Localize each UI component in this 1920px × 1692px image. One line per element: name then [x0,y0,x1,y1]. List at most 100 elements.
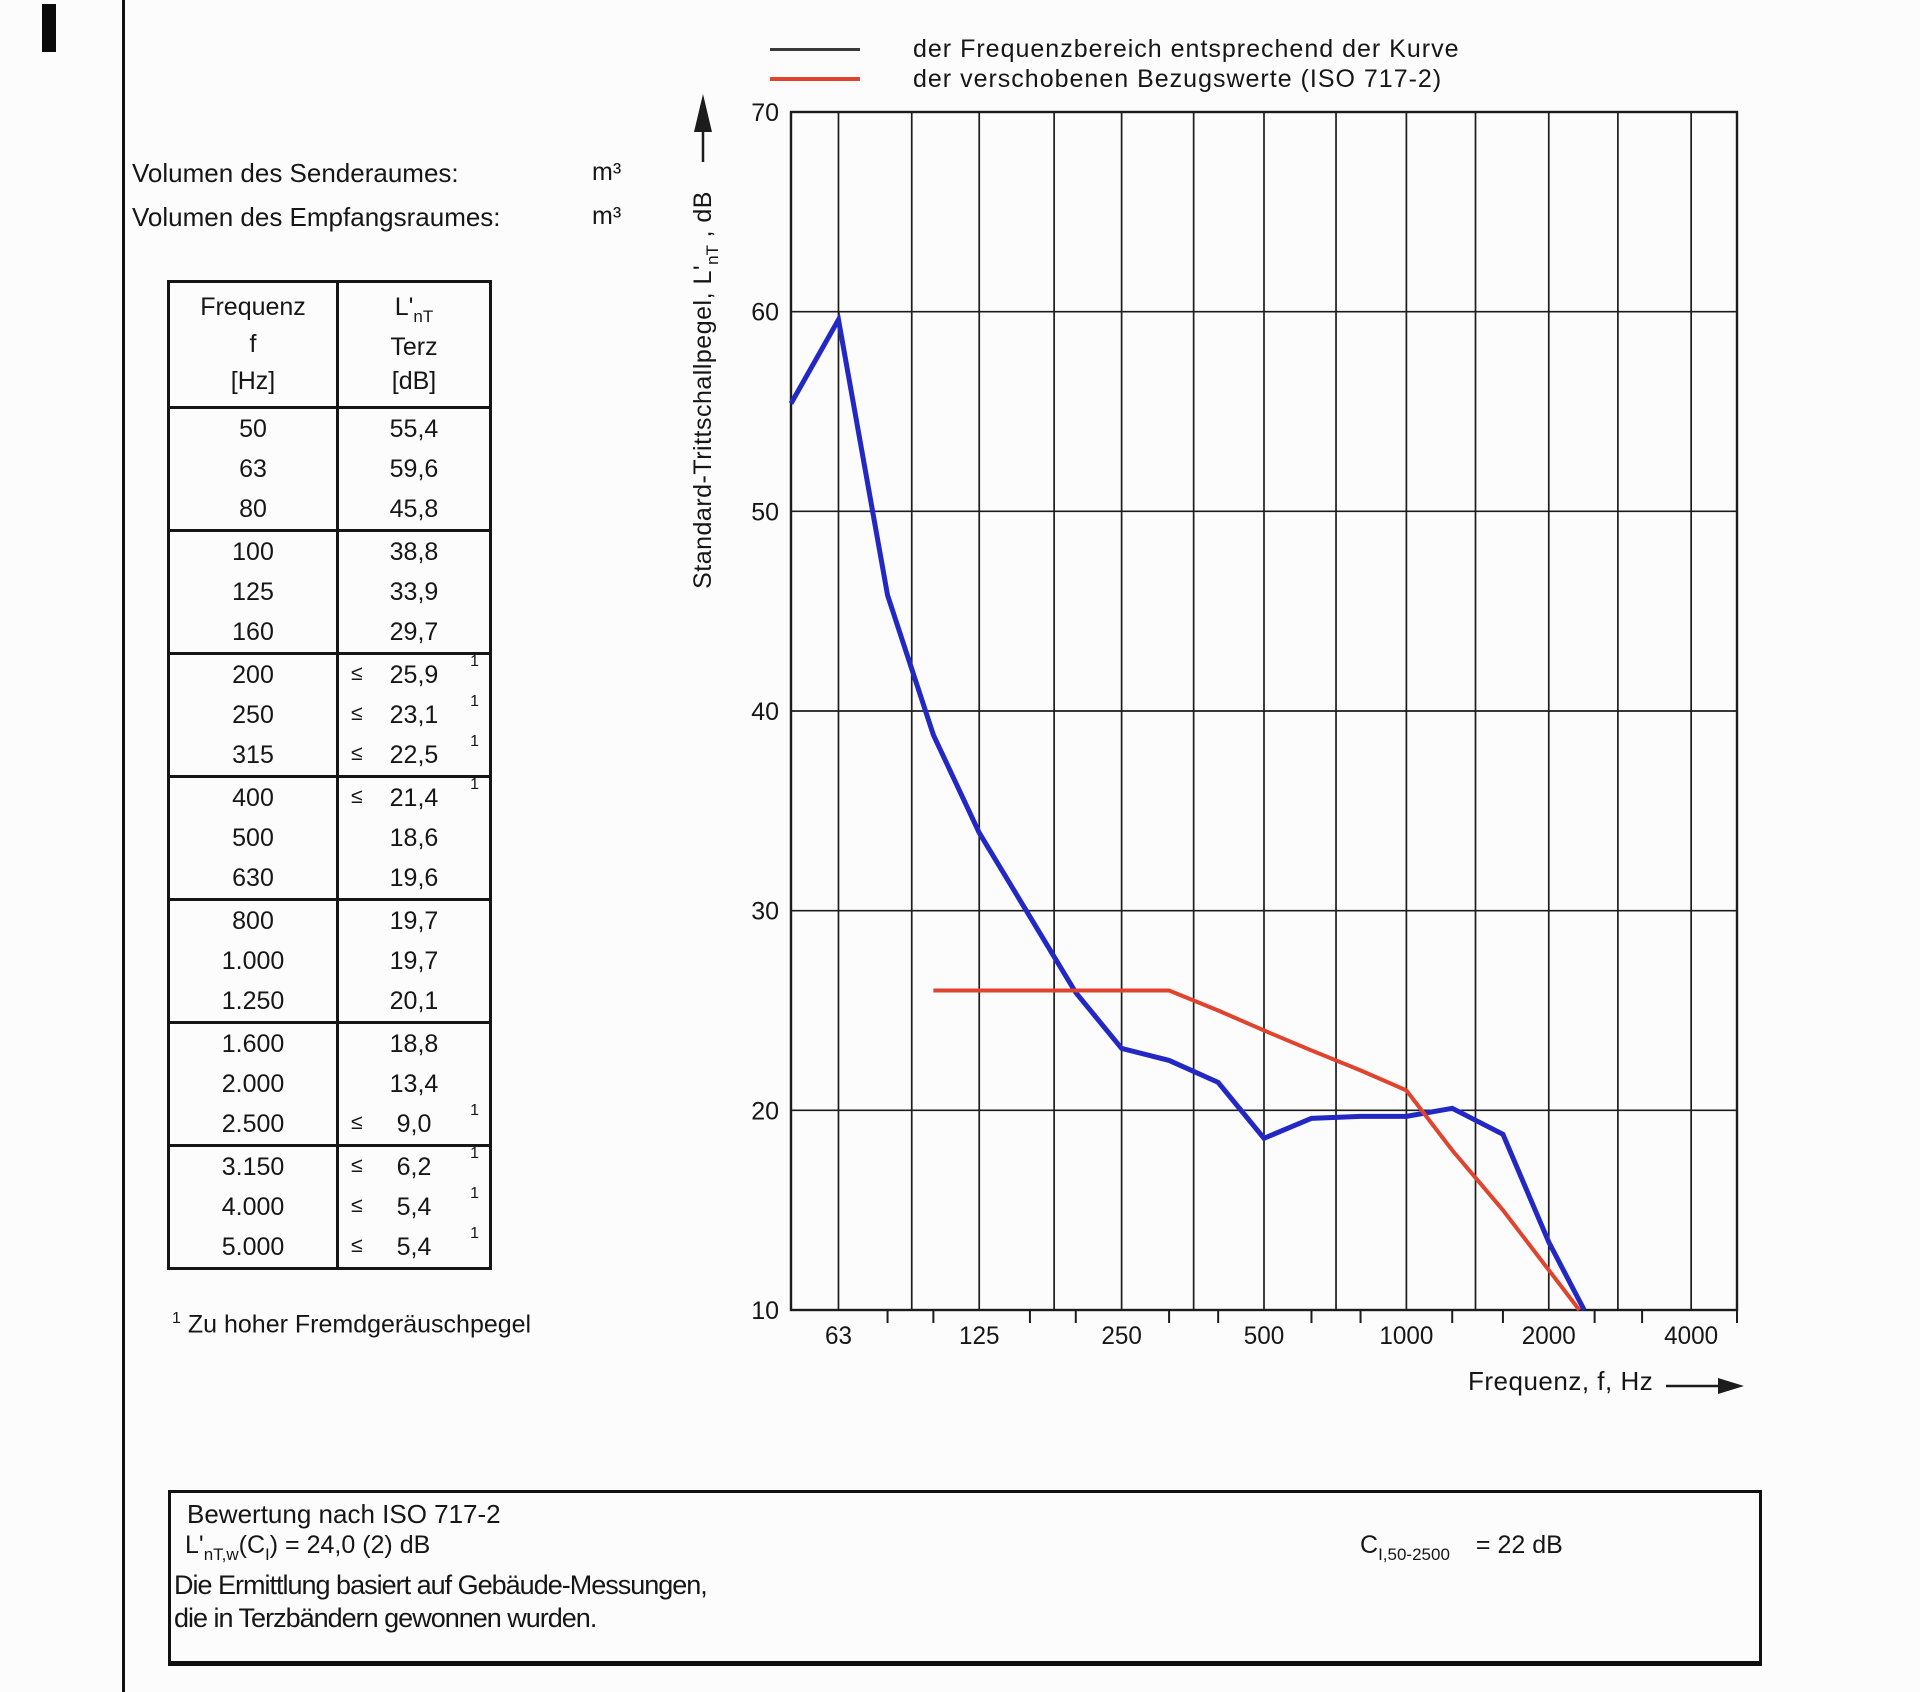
svg-text:63: 63 [825,1322,852,1350]
frequency-cell: 125 [168,572,339,612]
less-equal-sign: ≤ [351,742,363,766]
table-row: 250 ≤23,1 1 [168,692,491,735]
level-cell: 29,7 [389,617,439,646]
level-cell: 20,1 [389,986,439,1015]
level-cell: 38,8 [337,529,491,572]
frequency-cell: 500 [168,818,339,858]
level-cell: ≤5,4 1 [351,1184,479,1221]
rating-box: Bewertung nach ISO 717-2 L'nT,w(CI) = 24… [168,1490,1762,1666]
rating-formula-lntw: L'nT,w(CI) = 24,0 (2) dB [185,1531,431,1564]
header-hz: [Hz] [230,367,276,395]
rating-note-line1: Die Ermittlung basiert auf Gebäude-Messu… [174,1570,708,1600]
header-f: f [249,330,257,358]
table-footnote: 1 Zu hoher Fremdgeräuschpegel [172,1310,531,1339]
frequency-cell: 4.000 [168,1187,339,1227]
less-equal-sign: ≤ [351,1194,363,1218]
chart-legend: der Frequenzbereich entsprechend der Kur… [770,34,1459,94]
footnote-ref: 1 [470,775,479,793]
rating-note-line2: die in Terzbändern gewonnen wurden. [174,1603,597,1633]
frequency-cell: 1.000 [168,941,339,981]
svg-text:40: 40 [751,698,779,726]
level-cell: ≤21,4 1 [337,775,491,818]
less-equal-sign: ≤ [351,1111,363,1135]
frequency-cell: 2.500 [168,1104,339,1146]
level-cell: ≤23,1 1 [351,692,479,729]
legend-row-curve: der Frequenzbereich entsprechend der Kur… [770,34,1459,64]
level-cell: ≤25,9 1 [337,652,491,695]
scan-artifact [42,4,56,52]
table-row: 200 ≤25,9 1 [168,652,491,695]
level-cell: ≤6,2 1 [337,1144,491,1187]
header-db: [dB] [391,367,437,395]
legend-label-reference: der verschobenen Bezugswerte (ISO 717-2) [913,64,1443,93]
footnote-marker: 1 [172,1310,181,1327]
table-row: 500 18,6 [168,818,491,858]
table-row: 100 38,8 [168,529,491,572]
svg-text:60: 60 [751,299,779,327]
volume-receiver-label: Volumen des Empfangsraumes: [132,202,501,232]
level-cell: ≤22,5 1 [351,732,479,769]
footnote-ref: 1 [470,1144,479,1162]
table-row: 400 ≤21,4 1 [168,775,491,818]
frequency-table: Frequenz f [Hz] L'nT Terz [dB] 50 55,4 63 5… [167,280,492,1270]
footnote-ref: 1 [470,732,479,750]
rating-title: Bewertung nach ISO 717-2 [187,1499,501,1529]
svg-text:70: 70 [751,99,779,127]
frequency-cell: 250 [168,695,339,735]
frequency-cell: 630 [168,858,339,900]
table-row: 63 59,6 [168,449,491,489]
frequency-cell: 3.150 [168,1144,339,1187]
level-cell: 19,7 [389,946,439,975]
level-cell: 33,9 [389,577,439,606]
level-cell: 18,8 [337,1021,491,1064]
less-equal-sign: ≤ [351,662,363,686]
table-row: 630 19,6 [168,858,491,900]
frequency-cell: 50 [168,407,339,449]
frequency-cell: 5.000 [168,1227,339,1269]
footnote-text: Zu hoher Fremdgeräuschpegel [187,1310,532,1339]
frequency-cell: 800 [168,898,339,941]
less-equal-sign: ≤ [351,785,363,809]
header-frequenz: Frequenz [200,293,306,321]
level-cell: 55,4 [389,414,439,443]
page-left-border [122,0,125,1692]
footnote-ref: 1 [470,1224,479,1242]
table-row: 315 ≤22,5 1 [168,732,491,777]
table-row: 160 29,7 [168,612,491,654]
svg-text:50: 50 [751,498,779,526]
less-equal-sign: ≤ [351,1234,363,1258]
level-cell: 19,6 [389,863,439,892]
table-row: 1.600 18,8 [168,1021,491,1064]
footnote-ref: 1 [470,1184,479,1202]
table-row: 2.000 13,4 [168,1064,491,1104]
table-row: 1.000 19,7 [168,941,491,981]
table-row: 80 45,8 [168,489,491,531]
level-cell: 13,4 [389,1069,439,1098]
volume-sender-unit: m³ [592,158,622,186]
volume-receiver-unit: m³ [592,202,622,230]
svg-text:10: 10 [751,1297,779,1325]
curve-line-sample [770,47,860,51]
table-row: 125 33,9 [168,572,491,612]
legend-label-curve: der Frequenzbereich entsprechend der Kur… [913,34,1460,63]
level-cell: 45,8 [389,494,439,523]
level-column-header: L'nT Terz [dB] [337,281,491,409]
level-cell: ≤9,0 1 [351,1101,479,1138]
level-cell: 19,7 [337,898,491,941]
svg-text:30: 30 [751,898,779,926]
frequency-cell: 315 [168,735,339,777]
frequency-cell: 400 [168,775,339,818]
frequency-cell: 2.000 [168,1064,339,1104]
less-equal-sign: ≤ [351,702,363,726]
footnote-ref: 1 [470,652,479,670]
frequency-cell: 1.250 [168,981,339,1023]
frequency-cell: 100 [168,529,339,572]
frequency-column-header: Frequenz f [Hz] [168,281,339,409]
table-row: 800 19,7 [168,898,491,941]
svg-text:500: 500 [1244,1322,1285,1350]
x-axis-title: Frequenz, f, Hz [1468,1366,1654,1396]
table-row: 4.000 ≤5,4 1 [168,1184,491,1227]
svg-text:4000: 4000 [1664,1322,1718,1350]
table-row: 1.250 20,1 [168,981,491,1023]
